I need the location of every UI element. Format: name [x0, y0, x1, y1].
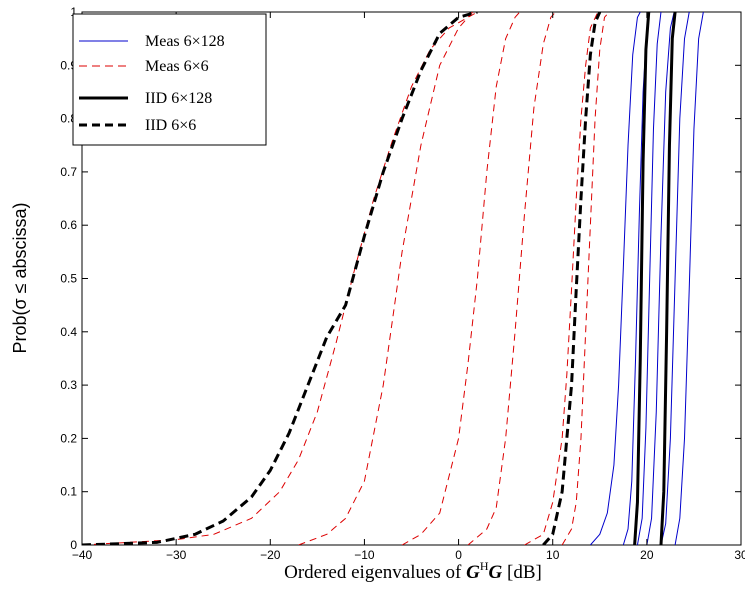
series-line-13	[674, 12, 704, 545]
series-line-15	[659, 12, 677, 545]
y-tick-label: 0.2	[60, 431, 77, 445]
legend-label-iid-6x6: IID 6×6	[145, 117, 196, 134]
x-tick-label: 30	[734, 548, 745, 562]
series-line-5	[561, 12, 610, 545]
series-line-4	[524, 12, 599, 545]
ticks-layer: −40 −30 −20 −10 0 10 20 30 0 0.1 0.2 0.3 0.4 0.5 0.6 0.…	[60, 5, 745, 562]
x-tick-label: −30	[166, 548, 187, 562]
y-tick-label: 0.4	[60, 325, 77, 339]
x-axis-title-unit: [dB]	[502, 562, 542, 583]
series-line-11	[646, 12, 675, 545]
series-line-1	[298, 12, 474, 545]
x-tick-label: 20	[640, 548, 654, 562]
x-tick-label: −40	[72, 548, 93, 562]
x-axis-title-matrix-2: G	[489, 562, 503, 583]
x-tick-label: −10	[354, 548, 375, 562]
y-tick-label: 0.3	[60, 378, 77, 392]
legend-box	[72, 13, 267, 146]
x-tick-label: 0	[455, 548, 462, 562]
y-tick-label: 0.7	[60, 165, 77, 179]
series-line-14	[633, 12, 651, 545]
series-line-12	[660, 12, 690, 545]
y-tick-label: 0.1	[60, 485, 77, 499]
x-tick-label: 10	[546, 548, 560, 562]
series-line-6	[82, 12, 478, 545]
x-tick-label: −20	[260, 548, 281, 562]
series-line-3	[467, 12, 556, 545]
series-line-2	[401, 12, 521, 545]
x-axis-title-hermitian: H	[480, 559, 489, 573]
series-line-8	[589, 12, 641, 545]
legend-label-meas-6x6: Meas 6×6	[145, 58, 209, 75]
y-tick-label: 0	[70, 538, 77, 552]
series-layer	[82, 12, 704, 545]
legend-label-iid-6x128: IID 6×128	[145, 90, 212, 107]
y-tick-label: 0.5	[60, 272, 77, 286]
series-line-10	[636, 12, 662, 545]
x-axis-title: Ordered eigenvalues of GHG [dB]	[284, 559, 542, 583]
y-tick-label: 0.6	[60, 218, 77, 232]
y-axis-title: Prob(σ ≤ abscissa)	[10, 202, 30, 353]
series-line-7	[542, 12, 602, 545]
x-axis-title-prefix: Ordered eigenvalues of	[284, 562, 466, 583]
y-tick-label: 1	[70, 5, 77, 19]
x-axis-title-matrix: G	[466, 562, 480, 583]
legend: Meas 6×128 Meas 6×6 IID 6×128 IID 6×6	[72, 13, 267, 146]
legend-label-meas-6x128: Meas 6×128	[145, 33, 225, 50]
